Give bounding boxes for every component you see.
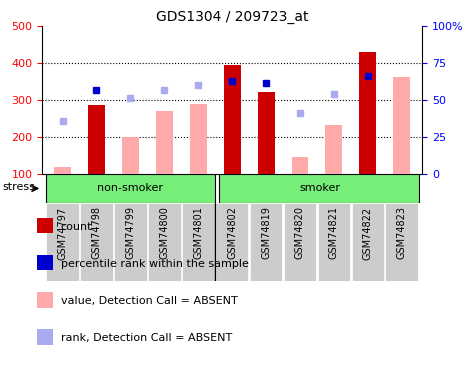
Title: GDS1304 / 209723_at: GDS1304 / 209723_at (156, 10, 309, 24)
Text: non-smoker: non-smoker (98, 183, 163, 194)
Text: GSM74797: GSM74797 (58, 206, 68, 260)
Bar (325, 126, 342, 174)
Text: GSM74820: GSM74820 (295, 206, 305, 260)
Bar (386, 202, 418, 281)
Bar (224, 65, 241, 174)
Bar (37, 330, 53, 345)
Bar (46, 202, 79, 281)
Text: rank, Detection Call = ABSENT: rank, Detection Call = ABSENT (61, 333, 232, 343)
Bar (190, 104, 207, 174)
Bar (292, 157, 309, 174)
Bar (284, 202, 316, 281)
Bar (219, 174, 419, 202)
Bar (45, 174, 215, 202)
Bar (37, 255, 53, 270)
Bar (359, 52, 376, 174)
Bar (122, 137, 139, 174)
Text: GSM74798: GSM74798 (91, 206, 101, 260)
Bar (156, 111, 173, 174)
Bar (88, 105, 105, 174)
Bar (37, 292, 53, 308)
Text: percentile rank within the sample: percentile rank within the sample (61, 259, 249, 268)
Bar (250, 202, 282, 281)
Text: GSM74819: GSM74819 (261, 206, 271, 260)
Text: GSM74800: GSM74800 (159, 206, 169, 260)
Text: count: count (61, 222, 92, 231)
Text: GSM74799: GSM74799 (125, 206, 136, 260)
Text: GSM74802: GSM74802 (227, 206, 237, 260)
Text: value, Detection Call = ABSENT: value, Detection Call = ABSENT (61, 296, 237, 306)
Text: GSM74801: GSM74801 (193, 206, 203, 260)
Bar (393, 77, 410, 174)
Bar (216, 202, 249, 281)
Text: GSM74823: GSM74823 (397, 206, 407, 260)
Bar (80, 202, 113, 281)
Text: GSM74822: GSM74822 (363, 206, 373, 260)
Bar (37, 218, 53, 233)
Text: smoker: smoker (300, 183, 341, 194)
Bar (352, 202, 384, 281)
Bar (148, 202, 181, 281)
Bar (318, 202, 350, 281)
Bar (114, 202, 147, 281)
Text: GSM74821: GSM74821 (329, 206, 339, 260)
Bar (54, 167, 71, 174)
Bar (182, 202, 214, 281)
Text: stress: stress (2, 182, 35, 192)
Bar (257, 92, 274, 174)
